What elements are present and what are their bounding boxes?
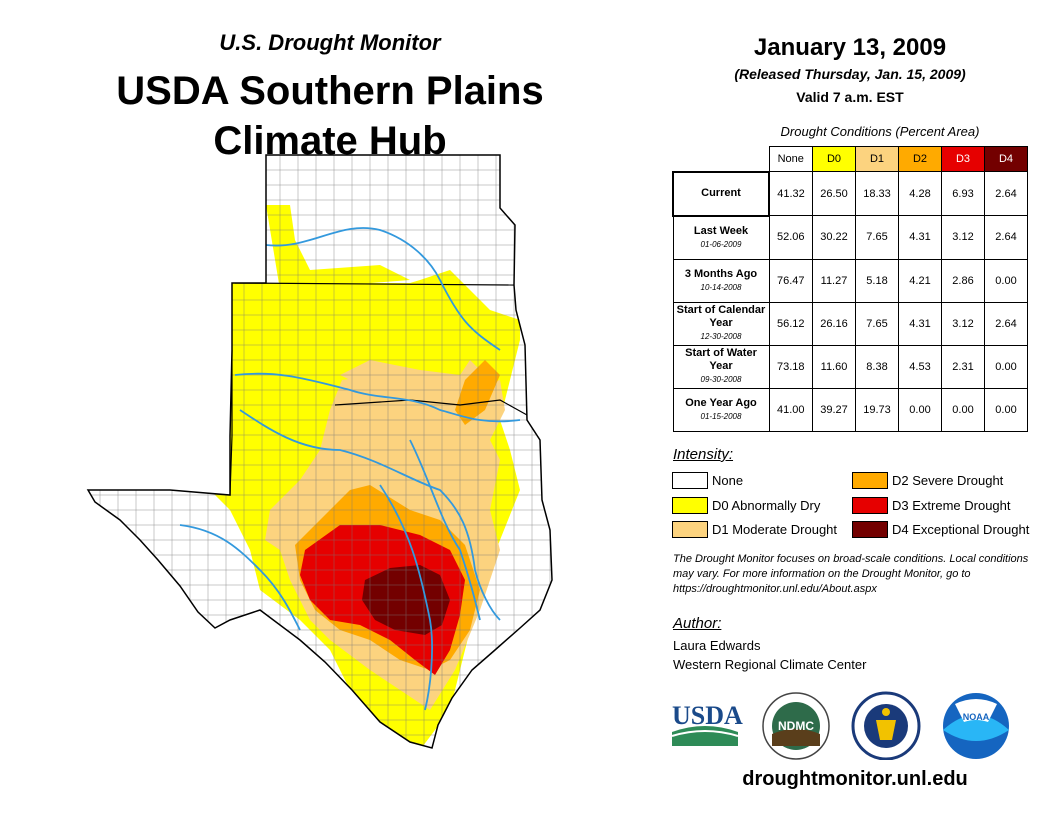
table-row: Current 41.32 26.50 18.33 4.28 6.93 2.64 — [672, 170, 1028, 217]
table-cell: 11.27 — [812, 258, 856, 303]
legend-label: None — [712, 473, 744, 488]
table-row: Start of Calendar Year 12-30-2008 56.12 2… — [672, 301, 1028, 346]
legend-item-d1: D1 Moderate Drought — [672, 521, 837, 538]
table-cell: 73.18 — [768, 344, 813, 389]
legend-swatch — [672, 521, 708, 538]
legend-label: D1 Moderate Drought — [712, 522, 838, 537]
monitor-title: U.S. Drought Monitor — [219, 30, 441, 55]
svg-text:USDA: USDA — [672, 701, 743, 730]
table-cell: 6.93 — [941, 171, 985, 216]
legend-item-d0: D0 Abnormally Dry — [672, 497, 820, 514]
usda-logo: USDA — [671, 701, 743, 746]
row-label: Current — [672, 170, 770, 217]
table-row: Last Week 01-06-2009 52.06 30.22 7.65 4.3… — [672, 215, 1028, 260]
legend-label: D3 Extreme Drought — [892, 498, 1011, 513]
valid-time: Valid 7 a.m. EST — [796, 89, 904, 105]
map-date: January 13, 2009 — [753, 34, 947, 61]
table-cell: 8.38 — [855, 344, 899, 389]
table-cell: 2.64 — [984, 171, 1028, 216]
table-header-row: None D0 D1 D2 D3 D4 — [673, 146, 1028, 172]
table-cell: 19.73 — [855, 387, 899, 432]
row-label: Start of Water Year 09-30-2008 — [672, 344, 770, 389]
legend-label: D0 Abnormally Dry — [712, 498, 821, 513]
table-cell: 26.16 — [812, 301, 856, 346]
table-cell: 0.00 — [984, 387, 1028, 432]
row-label: One Year Ago 01-15-2008 — [672, 387, 770, 432]
legend-item-none: None — [672, 472, 743, 489]
legend-label: D2 Severe Drought — [892, 473, 1004, 488]
table-cell: 11.60 — [812, 344, 856, 389]
table-cell: 41.00 — [768, 387, 813, 432]
author-name: Laura Edwards — [673, 638, 761, 653]
col-header-d2: D2 — [898, 146, 942, 172]
table-cell: 2.64 — [984, 301, 1028, 346]
released-date: (Released Thursday, Jan. 15, 2009) — [734, 66, 966, 82]
legend-item-d2: D2 Severe Drought — [852, 472, 1003, 489]
legend-swatch — [852, 497, 888, 514]
table-cell: 18.33 — [855, 171, 899, 216]
drought-conditions-table: None D0 D1 D2 D3 D4 Current 41.32 26.50 … — [672, 146, 1028, 432]
table-cell: 7.65 — [855, 301, 899, 346]
table-cell: 56.12 — [768, 301, 813, 346]
rivers — [179, 227, 521, 711]
commerce-seal-logo — [851, 691, 921, 760]
col-header-d4: D4 — [984, 146, 1028, 172]
table-cell: 52.06 — [768, 215, 813, 260]
table-cell: 2.31 — [941, 344, 985, 389]
table-cell: 0.00 — [984, 258, 1028, 303]
table-cell: 30.22 — [812, 215, 856, 260]
monitor-note: The Drought Monitor focuses on broad-sca… — [673, 553, 1029, 595]
table-cell: 0.00 — [898, 387, 942, 432]
author-org: Western Regional Climate Center — [673, 657, 867, 672]
table-cell: 4.31 — [898, 301, 942, 346]
legend-swatch — [672, 472, 708, 489]
table-cell: 7.65 — [855, 215, 899, 260]
conditions-title: Drought Conditions (Percent Area) — [780, 124, 980, 139]
table-cell: 0.00 — [941, 387, 985, 432]
table-row: 3 Months Ago 10-14-2008 76.47 11.27 5.18 … — [672, 258, 1028, 303]
hub-title: USDA Southern Plains Climate Hub — [80, 66, 580, 166]
partner-logos: USDA NDMC NOAA — [671, 691, 1009, 760]
table-cell: 2.64 — [984, 215, 1028, 260]
table-cell: 0.00 — [984, 344, 1028, 389]
table-cell: 4.31 — [898, 215, 942, 260]
hub-title-line1: USDA Southern Plains — [116, 69, 544, 113]
col-header-none: None — [768, 146, 813, 172]
row-label: Last Week 01-06-2009 — [672, 215, 770, 260]
table-row: One Year Ago 01-15-2008 41.00 39.27 19.73… — [672, 387, 1028, 432]
table-cell: 5.18 — [855, 258, 899, 303]
table-cell: 4.28 — [898, 171, 942, 216]
table-cell: 76.47 — [768, 258, 813, 303]
col-header-d1: D1 — [855, 146, 899, 172]
row-label: 3 Months Ago 10-14-2008 — [672, 258, 770, 303]
svg-text:NDMC: NDMC — [778, 719, 814, 733]
table-cell: 26.50 — [812, 171, 856, 216]
table-cell: 4.53 — [898, 344, 942, 389]
monitor-url[interactable]: droughtmonitor.unl.edu — [742, 768, 968, 790]
ndmc-logo: NDMC — [762, 692, 830, 760]
author-heading: Author: — [673, 615, 722, 632]
drought-map — [87, 154, 553, 749]
svg-text:NOAA: NOAA — [963, 712, 990, 722]
legend-item-d4: D4 Exceptional Drought — [852, 521, 1029, 538]
intensity-heading: Intensity: — [673, 446, 734, 463]
col-header-d3: D3 — [941, 146, 985, 172]
col-header-d0: D0 — [812, 146, 856, 172]
legend-label: D4 Exceptional Drought — [892, 522, 1030, 537]
legend-swatch — [852, 521, 888, 538]
table-cell: 2.86 — [941, 258, 985, 303]
table-row: Start of Water Year 09-30-2008 73.18 11.6… — [672, 344, 1028, 389]
table-cell: 41.32 — [768, 171, 813, 216]
noaa-logo: NOAA — [943, 693, 1009, 759]
table-cell: 3.12 — [941, 215, 985, 260]
table-cell: 3.12 — [941, 301, 985, 346]
legend-swatch — [672, 497, 708, 514]
legend-item-d3: D3 Extreme Drought — [852, 497, 1011, 514]
table-cell: 4.21 — [898, 258, 942, 303]
table-cell: 39.27 — [812, 387, 856, 432]
legend-swatch — [852, 472, 888, 489]
row-label: Start of Calendar Year 12-30-2008 — [672, 301, 770, 346]
